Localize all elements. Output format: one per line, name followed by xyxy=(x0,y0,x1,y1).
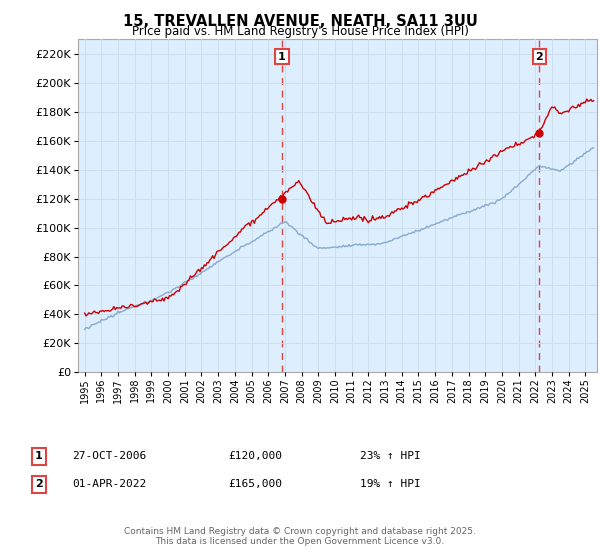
Text: 2: 2 xyxy=(536,52,544,62)
Text: 15, TREVALLEN AVENUE, NEATH, SA11 3UU: 15, TREVALLEN AVENUE, NEATH, SA11 3UU xyxy=(122,14,478,29)
Text: 19% ↑ HPI: 19% ↑ HPI xyxy=(360,479,421,489)
Text: 23% ↑ HPI: 23% ↑ HPI xyxy=(360,451,421,461)
Text: 2: 2 xyxy=(35,479,43,489)
Text: 1: 1 xyxy=(278,52,286,62)
Text: 27-OCT-2006: 27-OCT-2006 xyxy=(72,451,146,461)
Text: Price paid vs. HM Land Registry's House Price Index (HPI): Price paid vs. HM Land Registry's House … xyxy=(131,25,469,38)
Text: 01-APR-2022: 01-APR-2022 xyxy=(72,479,146,489)
Text: 1: 1 xyxy=(35,451,43,461)
Text: £120,000: £120,000 xyxy=(228,451,282,461)
Text: £165,000: £165,000 xyxy=(228,479,282,489)
Text: Contains HM Land Registry data © Crown copyright and database right 2025.
This d: Contains HM Land Registry data © Crown c… xyxy=(124,526,476,546)
